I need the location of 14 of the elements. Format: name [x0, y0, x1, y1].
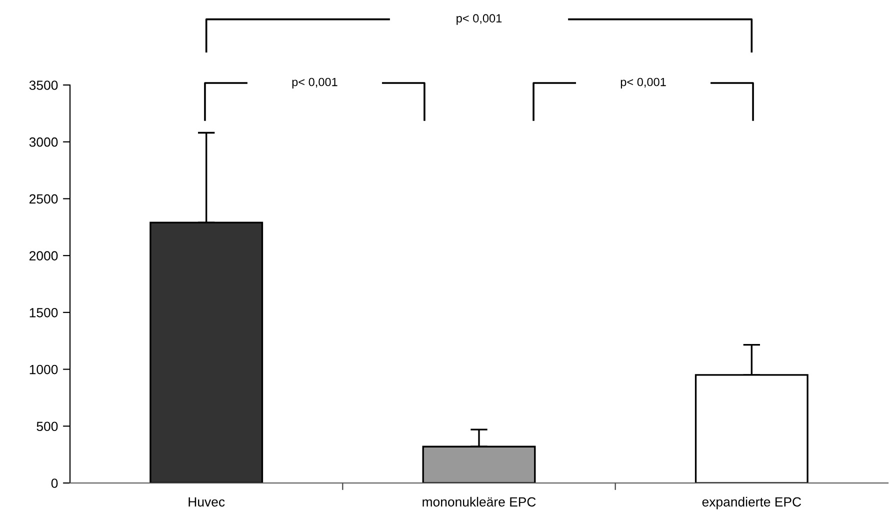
y-tick-label: 2000	[30, 251, 58, 260]
y-tick-label: 1000	[30, 364, 58, 374]
y-tick-label: 0	[51, 478, 58, 488]
annotation: p< 0,001	[292, 78, 338, 89]
x-tick-label: Huvec	[188, 497, 225, 507]
y-tick-label: 500	[36, 422, 58, 432]
y-tick-label: 3500	[29, 80, 58, 90]
y-tick-label: 1500	[30, 308, 58, 318]
y-tick-label: 2500	[30, 194, 58, 204]
y-tick-label: 3000	[29, 137, 58, 147]
text: p< 0,001	[456, 14, 502, 25]
x-tick-label: expandierte EPC	[702, 496, 802, 510]
x-tick-label: mononukleäre EPC	[422, 496, 536, 507]
annotation: p< 0,001	[620, 78, 666, 89]
